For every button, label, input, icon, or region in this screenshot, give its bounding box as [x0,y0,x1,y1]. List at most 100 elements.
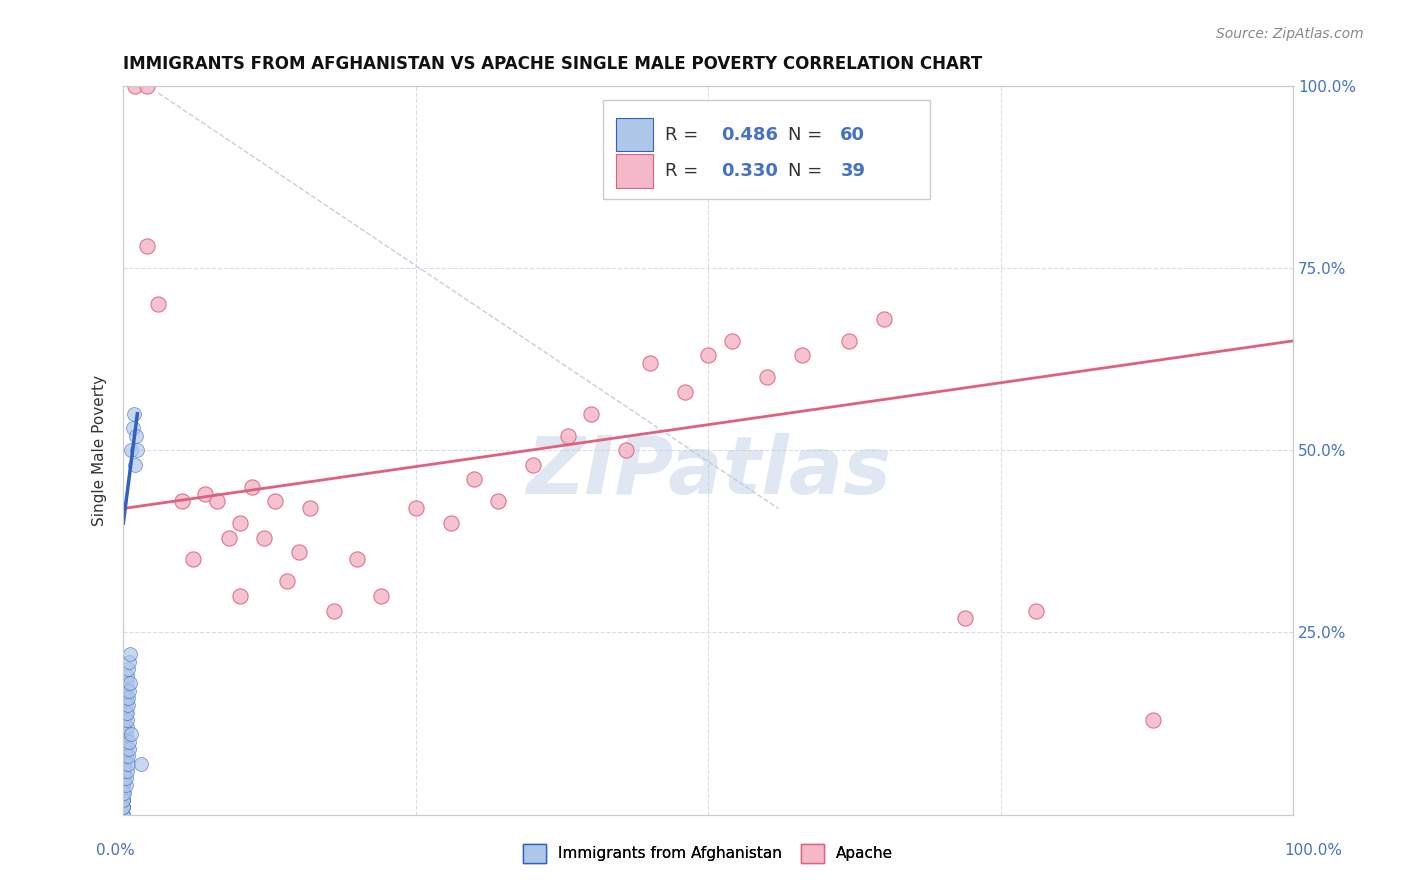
Point [115,720,138,734]
Point [755,370,778,384]
Text: 39: 39 [841,162,865,180]
Text: ZIPatlas: ZIPatlas [526,433,890,511]
Point [405,501,427,516]
Point [1025,603,1047,617]
Point [118,655,141,669]
Text: 0.0%: 0.0% [96,843,135,858]
Point [112,771,135,785]
Point [673,384,696,399]
Point [112,800,135,814]
Point [114,727,136,741]
Point [522,458,544,472]
Point [115,669,138,683]
Point [253,531,276,545]
Text: 0.330: 0.330 [721,162,778,180]
Point [114,713,136,727]
Text: 0.486: 0.486 [721,126,778,144]
Text: 60: 60 [841,126,865,144]
Point [463,472,485,486]
Point [264,494,287,508]
Point [579,407,602,421]
Point [322,603,344,617]
Point [114,734,136,748]
Point [229,589,252,603]
Point [114,756,136,771]
Point [955,611,977,625]
Point [486,494,509,508]
Point [115,706,138,720]
Point [114,706,136,720]
Point [346,552,368,566]
Point [115,676,138,690]
Point [121,421,143,435]
Point [614,443,637,458]
Point [370,589,392,603]
Point [697,348,720,362]
Point [114,720,136,734]
Point [205,494,228,508]
Point [276,574,298,589]
Text: Source: ZipAtlas.com: Source: ZipAtlas.com [1216,27,1364,41]
Point [117,690,139,705]
Point [112,786,135,800]
Point [121,443,143,458]
FancyBboxPatch shape [616,118,654,152]
Point [638,356,661,370]
Point [114,771,136,785]
Point [112,793,135,807]
Point [114,779,136,793]
Point [135,78,157,93]
Point [115,713,138,727]
Text: IMMIGRANTS FROM AFGHANISTAN VS APACHE SINGLE MALE POVERTY CORRELATION CHART: IMMIGRANTS FROM AFGHANISTAN VS APACHE SI… [124,55,983,73]
Point [440,516,463,530]
Point [118,742,141,756]
Point [114,683,136,698]
Point [117,749,139,764]
Text: R =: R = [665,126,704,144]
Point [114,749,136,764]
FancyBboxPatch shape [616,154,654,188]
Point [112,756,135,771]
Point [125,428,148,442]
Point [112,800,135,814]
Point [240,480,263,494]
Y-axis label: Single Male Poverty: Single Male Poverty [93,375,107,525]
Point [121,727,143,741]
Point [114,749,136,764]
Point [118,683,141,698]
Point [135,239,157,253]
Point [872,312,894,326]
Point [183,552,205,566]
Point [114,786,136,800]
FancyBboxPatch shape [603,101,931,199]
Point [720,334,742,348]
Legend: Immigrants from Afghanistan, Apache: Immigrants from Afghanistan, Apache [517,838,898,869]
Point [112,764,135,778]
Point [114,698,136,713]
Point [170,494,193,508]
Point [112,793,135,807]
Point [790,348,813,362]
Point [837,334,859,348]
Point [112,807,135,822]
Point [112,807,135,822]
Point [114,764,136,778]
Point [129,756,152,771]
Point [557,428,579,442]
Point [112,779,135,793]
Text: N =: N = [787,162,828,180]
Text: N =: N = [787,126,828,144]
Point [148,297,170,311]
Point [194,487,217,501]
Point [114,742,136,756]
Point [117,756,139,771]
Point [115,764,138,778]
Point [112,779,135,793]
Point [1142,713,1164,727]
Point [229,516,252,530]
Point [114,690,136,705]
Point [127,443,149,458]
Point [114,727,136,741]
Point [124,458,146,472]
Point [118,734,141,748]
